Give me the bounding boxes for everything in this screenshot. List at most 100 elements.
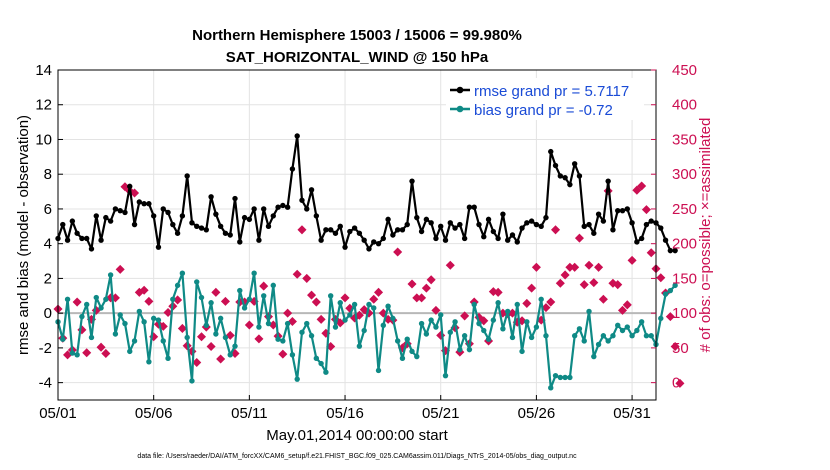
rmse-point (88, 246, 95, 252)
rmse-point (490, 228, 497, 235)
obs-count-point (426, 275, 436, 285)
rmse-point (548, 148, 554, 155)
bias-point (165, 355, 171, 362)
rmse-point (509, 232, 516, 238)
bias-point (610, 333, 616, 339)
bias-point (672, 282, 678, 289)
bias-point (461, 333, 468, 339)
rmse-point (308, 187, 315, 193)
bias-point (409, 348, 415, 355)
x-tick-label: 05/31 (613, 405, 651, 422)
rmse-point (304, 206, 310, 212)
bias-point (605, 338, 611, 344)
obs-count-point (254, 334, 264, 344)
obs-count-point (259, 281, 269, 291)
bias-point (438, 312, 444, 318)
rmse-point (423, 216, 430, 223)
obs-count-point (522, 298, 532, 308)
bias-point (356, 343, 363, 349)
bias-point (595, 341, 602, 348)
bias-point (562, 374, 568, 381)
rmse-point (615, 207, 621, 214)
bias-line (56, 272, 676, 389)
rmse-point (361, 237, 367, 243)
rmse-point (103, 214, 109, 221)
legend-bias-marker (456, 105, 464, 113)
bias-point (332, 324, 339, 330)
obs-count-point (302, 273, 312, 283)
rmse-point (337, 223, 343, 230)
bias-point (170, 296, 176, 302)
rmse-point (131, 221, 138, 228)
bias-point (581, 338, 587, 344)
rmse-point (256, 237, 262, 243)
rmse-point (638, 235, 645, 242)
bias-point (146, 359, 152, 365)
legend: rmse grand pr = 5.7117 bias grand pr = -… (446, 78, 644, 120)
obs-count-point (393, 247, 403, 257)
bias-point (280, 338, 286, 344)
bias-point (323, 369, 329, 375)
y-tick-label: 8 (44, 166, 52, 183)
obs-count-point (670, 341, 680, 352)
obs-count-point (627, 255, 637, 265)
x-axis-label: May.01,2014 00:00:00 start (266, 427, 448, 444)
rmse-point (217, 223, 224, 230)
bias-point (237, 287, 243, 294)
rmse-point (634, 239, 640, 245)
rmse-point (93, 213, 99, 219)
rmse-point (347, 228, 353, 235)
rmse-point (165, 209, 171, 216)
obs-count-point (115, 264, 125, 274)
obs-count-point (527, 283, 537, 293)
y2-tick-label: 0 (672, 375, 680, 392)
obs-count-point (574, 233, 584, 243)
bias-point (69, 350, 76, 356)
bias-point (93, 294, 99, 301)
rmse-point (342, 244, 348, 250)
y2-tick-label: 100 (672, 305, 697, 322)
rmse-point (610, 227, 616, 233)
y-tick-label: -4 (39, 375, 52, 392)
rmse-point (404, 221, 410, 228)
rmse-point (528, 218, 535, 224)
bias-point (571, 333, 578, 339)
rmse-point (481, 234, 487, 240)
legend-rmse-marker (456, 86, 464, 94)
bias-point (308, 333, 315, 339)
y2-tick-label: 150 (672, 270, 697, 287)
legend-box (446, 78, 644, 120)
obs-count-point (374, 287, 384, 297)
rmse-line (56, 134, 676, 252)
x-tick-label: 05/26 (518, 405, 556, 422)
bias-point (591, 353, 597, 360)
rmse-point (662, 237, 669, 243)
bias-point (98, 305, 104, 311)
bias-point (481, 327, 487, 334)
bias-point (423, 331, 430, 337)
obs-count-point (244, 320, 254, 330)
rmse-point (586, 221, 592, 228)
bias-point (548, 385, 554, 391)
rmse-point (629, 220, 635, 226)
rmse-point (471, 204, 477, 210)
bias-point (136, 308, 143, 315)
bias-point (304, 320, 310, 327)
bias-point (342, 317, 348, 323)
rmse-point (658, 225, 664, 231)
rmse-point (170, 221, 176, 228)
obs-count-point (594, 262, 604, 272)
rmse-point (533, 221, 540, 228)
bias-point (160, 338, 166, 344)
obs-count-point (82, 348, 92, 358)
x-tick-label: 05/11 (231, 405, 267, 422)
rmse-point (667, 247, 674, 254)
rmse-point (208, 194, 214, 200)
rmse-point (241, 214, 248, 221)
bias-point (371, 305, 377, 311)
obs-count-point (579, 280, 589, 290)
rmse-point (60, 221, 66, 228)
series-layer (53, 133, 685, 391)
obs-count-point (220, 296, 230, 306)
bias-point (64, 296, 71, 302)
